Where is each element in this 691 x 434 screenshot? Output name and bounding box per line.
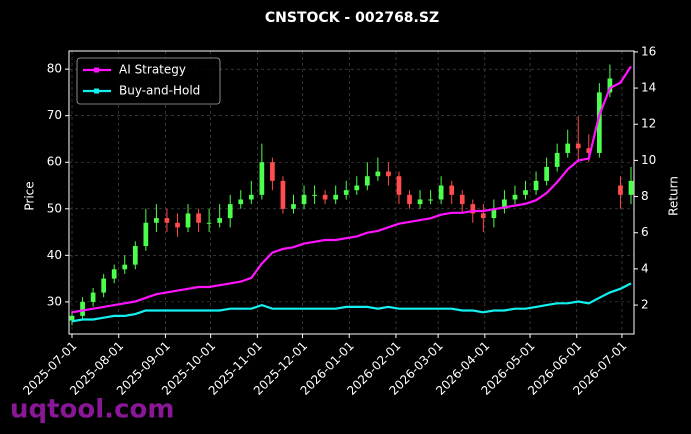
candle-body: [185, 213, 191, 228]
y-tick-label: 40: [47, 248, 62, 262]
legend-label: Buy-and-Hold: [119, 84, 200, 98]
y2-tick-label: 4: [641, 261, 649, 275]
candle-body: [575, 143, 581, 149]
candle-body: [322, 194, 328, 200]
y2-axis-label: Return: [667, 176, 681, 216]
candle-body: [459, 194, 465, 205]
candle-body: [154, 218, 159, 223]
candle-body: [428, 199, 433, 201]
candle-body: [175, 222, 180, 228]
candle-body: [449, 185, 455, 195]
candle-body: [533, 180, 539, 191]
candle-body: [628, 180, 634, 195]
y2-tick-label: 16: [641, 44, 656, 58]
candle-body: [375, 171, 381, 177]
candle-body: [333, 194, 339, 200]
candle-body: [101, 278, 107, 293]
y-tick-label: 50: [47, 201, 62, 215]
y2-tick-label: 14: [641, 81, 656, 95]
y2-tick-label: 6: [641, 225, 649, 239]
candle-body: [280, 180, 286, 209]
y-tick-label: 60: [47, 155, 62, 169]
candle-body: [470, 204, 476, 214]
chart-title: CNSTOCK - 002768.SZ: [265, 10, 439, 26]
legend-marker: [94, 67, 99, 73]
series-line: [71, 282, 632, 323]
plot-frame: [68, 50, 635, 335]
candle-body: [480, 213, 486, 219]
candle-body: [69, 315, 75, 321]
y2-tick-label: 10: [641, 153, 656, 167]
candle-body: [438, 185, 444, 200]
candle-body: [143, 222, 149, 247]
y2-tick-label: 12: [641, 117, 656, 131]
candle-body: [122, 264, 128, 270]
candle-body: [586, 148, 592, 153]
candle-body: [196, 213, 201, 223]
legend-box: [76, 57, 221, 105]
candle-body: [132, 246, 138, 265]
y2-tick-label: 2: [641, 298, 649, 312]
legend-label: AI Strategy: [119, 63, 186, 77]
candle-body: [238, 199, 244, 205]
y-tick-label: 70: [47, 108, 62, 122]
y-tick-label: 80: [47, 62, 62, 76]
candle-body: [491, 208, 497, 219]
series-line: [71, 65, 632, 314]
candle-body: [364, 176, 370, 186]
candle-body: [417, 199, 423, 205]
watermark: uqtool.com: [10, 395, 174, 425]
candle-body: [354, 185, 360, 191]
candle-body: [248, 194, 254, 200]
candle-body: [512, 194, 518, 200]
candle-body: [565, 143, 571, 153]
candle-body: [312, 194, 317, 196]
candle-body: [164, 218, 170, 223]
candle-body: [111, 269, 117, 279]
candle-body: [227, 204, 233, 219]
y-axis-label: Price: [23, 181, 37, 210]
candle-body: [596, 92, 602, 153]
candle-body: [206, 222, 212, 224]
y2-tick-label: 8: [641, 189, 649, 203]
candle-body: [407, 194, 412, 205]
candle-body: [607, 78, 613, 93]
candle-body: [301, 194, 307, 205]
candle-body: [396, 176, 402, 195]
candle-body: [270, 162, 275, 181]
candle-body: [386, 171, 391, 177]
candle-body: [523, 190, 528, 195]
candle-body: [343, 190, 349, 195]
candle-body: [217, 218, 223, 223]
candle-body: [554, 152, 560, 167]
legend-marker: [94, 88, 99, 94]
y-tick-label: 30: [47, 294, 62, 308]
candle-body: [291, 204, 296, 209]
candle-body: [502, 199, 507, 209]
candle-body: [80, 301, 85, 316]
candle-body: [90, 292, 96, 302]
candle-body: [259, 162, 265, 195]
candle-body: [618, 185, 623, 195]
candle-body: [544, 166, 549, 181]
